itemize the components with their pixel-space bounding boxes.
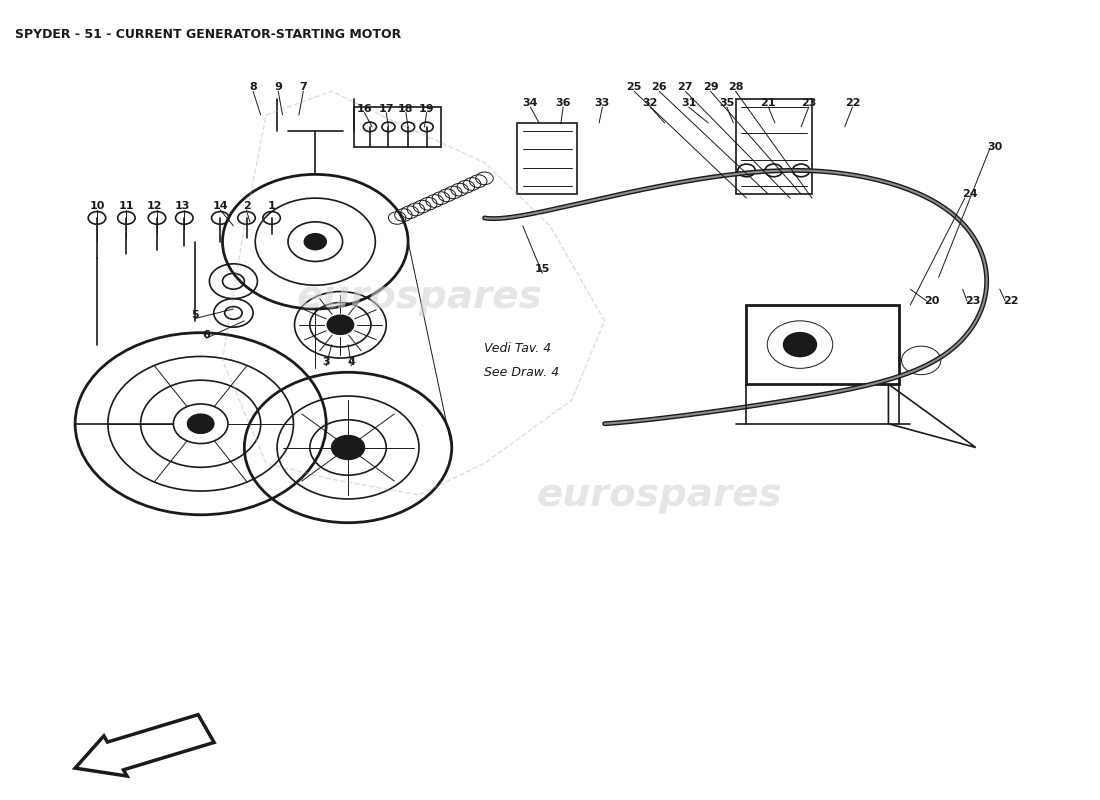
Text: See Draw. 4: See Draw. 4 xyxy=(484,366,560,378)
Text: 3: 3 xyxy=(322,357,330,367)
FancyArrow shape xyxy=(75,714,214,776)
Text: 25: 25 xyxy=(626,82,641,92)
Text: 34: 34 xyxy=(522,98,538,108)
Bar xyxy=(747,305,900,384)
Text: 27: 27 xyxy=(678,82,693,92)
Text: Vedi Tav. 4: Vedi Tav. 4 xyxy=(484,342,552,355)
Circle shape xyxy=(332,436,364,459)
Text: 23: 23 xyxy=(801,98,816,108)
Text: 8: 8 xyxy=(250,82,257,92)
Circle shape xyxy=(305,234,327,250)
Text: 4: 4 xyxy=(348,357,355,367)
Text: 1: 1 xyxy=(267,201,275,211)
Bar xyxy=(736,99,812,194)
Circle shape xyxy=(188,414,213,434)
Text: eurospares: eurospares xyxy=(296,278,542,316)
Text: 20: 20 xyxy=(924,296,939,306)
Text: 14: 14 xyxy=(212,201,228,211)
Text: SPYDER - 51 - CURRENT GENERATOR-STARTING MOTOR: SPYDER - 51 - CURRENT GENERATOR-STARTING… xyxy=(15,28,401,41)
Text: 6: 6 xyxy=(202,330,210,340)
Text: 31: 31 xyxy=(681,98,696,108)
Text: 18: 18 xyxy=(398,104,414,114)
Text: 17: 17 xyxy=(378,104,394,114)
Text: 7: 7 xyxy=(299,82,307,92)
Text: 36: 36 xyxy=(556,98,571,108)
Text: 26: 26 xyxy=(651,82,667,92)
Text: eurospares: eurospares xyxy=(537,476,782,514)
Polygon shape xyxy=(889,384,976,447)
Circle shape xyxy=(328,315,353,334)
Circle shape xyxy=(783,333,816,357)
Text: 28: 28 xyxy=(728,82,744,92)
Text: 33: 33 xyxy=(595,98,610,108)
Text: 5: 5 xyxy=(191,310,199,319)
Text: 11: 11 xyxy=(119,201,134,211)
Bar xyxy=(517,123,578,194)
Text: 13: 13 xyxy=(175,201,190,211)
Text: 9: 9 xyxy=(274,82,282,92)
Text: 29: 29 xyxy=(703,82,718,92)
Text: 24: 24 xyxy=(962,189,978,199)
Text: 21: 21 xyxy=(760,98,777,108)
Text: 22: 22 xyxy=(845,98,860,108)
Text: 10: 10 xyxy=(89,201,104,211)
Text: 15: 15 xyxy=(535,264,550,274)
Text: 16: 16 xyxy=(356,104,372,114)
Text: 30: 30 xyxy=(988,142,1003,152)
Text: 22: 22 xyxy=(1003,296,1019,306)
Text: 19: 19 xyxy=(419,104,435,114)
Text: 2: 2 xyxy=(243,201,251,211)
Text: 32: 32 xyxy=(642,98,658,108)
Text: 23: 23 xyxy=(965,296,980,306)
Text: 35: 35 xyxy=(719,98,735,108)
Text: 12: 12 xyxy=(147,201,163,211)
